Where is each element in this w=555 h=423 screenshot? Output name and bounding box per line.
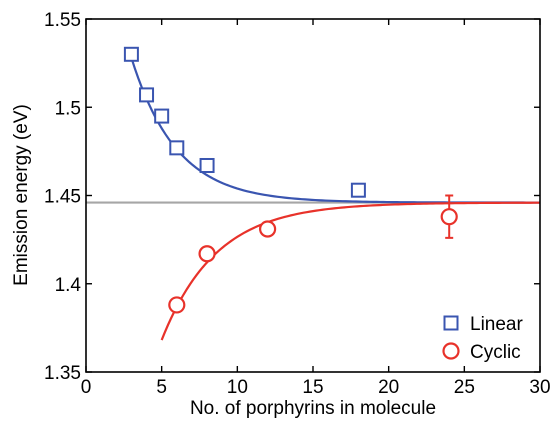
fit-curve-cyclic	[160, 201, 541, 341]
legend-entry-cyclic: Cyclic	[442, 342, 521, 363]
legend-label-linear: Linear	[470, 314, 523, 335]
legend-marker-cyclic	[442, 342, 460, 360]
data-point-linear	[169, 140, 185, 156]
axis-ticks-layer	[85, 18, 541, 373]
x-tick-label: 5	[156, 377, 167, 398]
y-axis-label: Emission energy (eV)	[11, 104, 32, 286]
x-tick-label: 15	[302, 377, 323, 398]
data-point-cyclic	[198, 245, 216, 263]
data-point-cyclic	[440, 208, 458, 226]
data-point-cyclic	[259, 220, 277, 238]
plot-background	[86, 19, 540, 372]
x-tick-label: 10	[227, 377, 248, 398]
data-point-linear	[154, 108, 170, 124]
data-points-layer	[123, 46, 458, 314]
legend-entry-linear: Linear	[443, 314, 523, 335]
legend-marker-linear	[443, 315, 459, 331]
legend: Linear Cyclic	[442, 314, 523, 363]
data-point-linear	[123, 46, 139, 62]
x-tick-label: 25	[454, 377, 475, 398]
x-tick-labels: 0 5 10 15 20 25 30	[81, 377, 551, 398]
y-tick-label: 1.55	[44, 10, 81, 31]
y-tick-label: 1.45	[44, 187, 81, 208]
data-point-linear	[139, 87, 155, 103]
y-tick-labels: 1.35 1.4 1.45 1.5 1.55	[44, 10, 81, 384]
x-tick-label: 0	[81, 377, 92, 398]
data-point-linear	[350, 182, 366, 198]
x-axis-label: No. of porphyrins in molecule	[190, 398, 436, 418]
x-tick-label: 20	[378, 377, 399, 398]
data-point-cyclic	[168, 296, 186, 314]
y-tick-label: 1.35	[44, 363, 81, 384]
fit-curves-layer	[130, 57, 541, 341]
legend-label-cyclic: Cyclic	[470, 342, 521, 363]
x-tick-label: 30	[529, 377, 550, 398]
y-tick-label: 1.4	[55, 275, 82, 296]
data-point-linear	[199, 157, 215, 173]
y-tick-label: 1.5	[55, 98, 81, 119]
